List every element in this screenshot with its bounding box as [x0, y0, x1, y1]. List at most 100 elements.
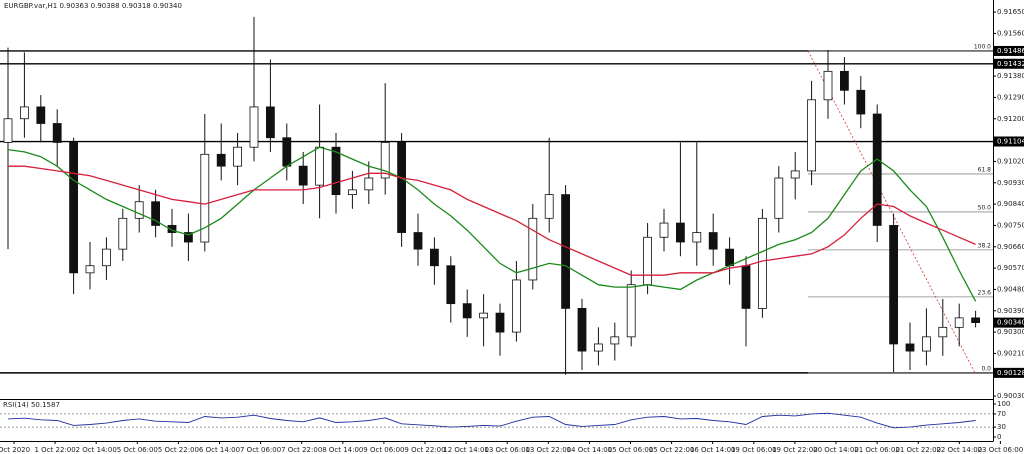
- y-tick-label: 0.90840: [997, 200, 1024, 208]
- candle-body: [676, 222, 685, 243]
- fib-label: 23.6: [978, 289, 992, 296]
- candle-body: [594, 343, 603, 352]
- y-tick-label: 0.91560: [997, 29, 1024, 37]
- fib-label: 0.0: [981, 365, 991, 372]
- x-tick-label: 5 Oct 06:00: [117, 446, 158, 454]
- candle-body: [692, 232, 702, 243]
- candle-body: [544, 194, 554, 219]
- candle-body: [708, 232, 718, 250]
- x-tick-label: 14 Oct 14:00: [567, 446, 613, 454]
- candle-body: [938, 326, 948, 338]
- candle-body: [167, 225, 177, 233]
- y-tick-label: 0.90390: [997, 307, 1024, 315]
- x-tick-label: 9 Oct 06:00: [363, 446, 404, 454]
- price-box-label: 0.91486: [997, 47, 1024, 55]
- candle-body: [840, 70, 849, 91]
- rsi-title: RSI(14) 50.1587: [3, 401, 60, 409]
- candle-body: [889, 225, 898, 345]
- candle-body: [364, 177, 374, 191]
- candle-body: [561, 194, 570, 309]
- fib-trendline: [807, 50, 976, 374]
- candle-body: [315, 146, 325, 186]
- y-tick-label: 0.91380: [997, 72, 1024, 80]
- candle-body: [626, 284, 636, 338]
- y-tick-label: 0.90210: [997, 349, 1024, 357]
- candle-body: [922, 336, 931, 352]
- fib-label: 50.0: [978, 204, 992, 211]
- y-tick-label: 0.90570: [997, 264, 1024, 272]
- rsi-tick-label: 0: [997, 433, 1001, 441]
- moving-average: [8, 165, 976, 276]
- x-tick-label: 15 Oct 22:00: [649, 446, 695, 454]
- candle-body: [954, 317, 964, 328]
- candle-body: [823, 70, 833, 101]
- rsi-tick-label: 30: [997, 423, 1006, 431]
- rsi-tick-label: 100: [997, 400, 1010, 408]
- candle-body: [758, 217, 767, 309]
- candle-body: [200, 153, 210, 243]
- price-box-label: 0.90128: [997, 369, 1024, 377]
- candle-body: [413, 232, 423, 250]
- candle-body: [36, 106, 46, 124]
- candle-body: [118, 217, 128, 250]
- candle-body: [265, 106, 275, 139]
- candle-body: [462, 303, 472, 319]
- candle-body: [397, 142, 407, 233]
- candle-body: [380, 142, 390, 179]
- y-tick-label: 0.90930: [997, 179, 1024, 187]
- rsi-tick-label: 70: [997, 410, 1006, 418]
- candle-body: [249, 106, 259, 148]
- x-tick-label: 13 Oct 06:00: [484, 446, 530, 454]
- y-tick-label: 0.91650: [997, 8, 1024, 16]
- x-tick-label: 7 Oct 06:00: [240, 446, 281, 454]
- x-tick-label: 22 Oct 14:00: [936, 446, 982, 454]
- price-box: [994, 367, 1024, 378]
- x-tick-label: 16 Oct 14:00: [690, 446, 736, 454]
- x-tick-label: 20 Oct 14:00: [813, 446, 859, 454]
- candle-body: [856, 89, 866, 115]
- fib-label: 100.0: [974, 43, 991, 50]
- candle-body: [347, 189, 357, 196]
- candle-body: [216, 153, 226, 167]
- x-tick-label: Oct 2020: [0, 446, 30, 454]
- x-tick-label: 9 Oct 22:00: [404, 446, 445, 454]
- candle-body: [102, 248, 111, 267]
- y-tick-label: 0.90300: [997, 328, 1024, 336]
- candle-body: [3, 118, 13, 143]
- candle-body: [643, 236, 652, 286]
- fib-label: 61.8: [978, 166, 992, 173]
- candle-body: [298, 165, 308, 186]
- x-tick-label: 21 Oct 06:00: [854, 446, 900, 454]
- candle-body: [19, 106, 29, 120]
- x-tick-label: 13 Oct 22:00: [525, 446, 571, 454]
- x-tick-label: 21 Oct 22:00: [895, 446, 941, 454]
- y-tick-label: 0.91290: [997, 93, 1024, 101]
- candle-body: [528, 217, 538, 281]
- y-tick-label: 0.90750: [997, 221, 1024, 229]
- candle-body: [774, 177, 784, 219]
- chart-title: EURGBP.var,H1 0.90363 0.90388 0.90318 0.…: [4, 2, 182, 10]
- x-tick-label: 12 Oct 14:00: [443, 446, 489, 454]
- price-box: [994, 136, 1024, 147]
- y-tick-label: 0.90660: [997, 243, 1024, 251]
- candle-body: [905, 343, 915, 352]
- candle-body: [495, 312, 505, 333]
- price-box-label: 0.90340: [997, 319, 1024, 327]
- x-tick-label: 2 Oct 14:00: [76, 446, 117, 454]
- x-tick-label: 7 Oct 22:00: [281, 446, 322, 454]
- x-tick-label: 23 Oct 06:00: [978, 446, 1024, 454]
- candle-body: [610, 336, 620, 345]
- candle-body: [233, 146, 243, 167]
- y-tick-label: 0.91200: [997, 115, 1024, 123]
- candle-body: [725, 248, 734, 267]
- candle-body: [479, 312, 489, 319]
- candle-body: [151, 201, 161, 226]
- x-tick-label: 15 Oct 06:00: [608, 446, 654, 454]
- candle-body: [69, 142, 78, 274]
- candle-body: [577, 307, 587, 352]
- candle-body: [134, 201, 144, 219]
- candle-body: [741, 265, 751, 309]
- candle-body: [807, 99, 816, 172]
- candle-body: [331, 146, 341, 196]
